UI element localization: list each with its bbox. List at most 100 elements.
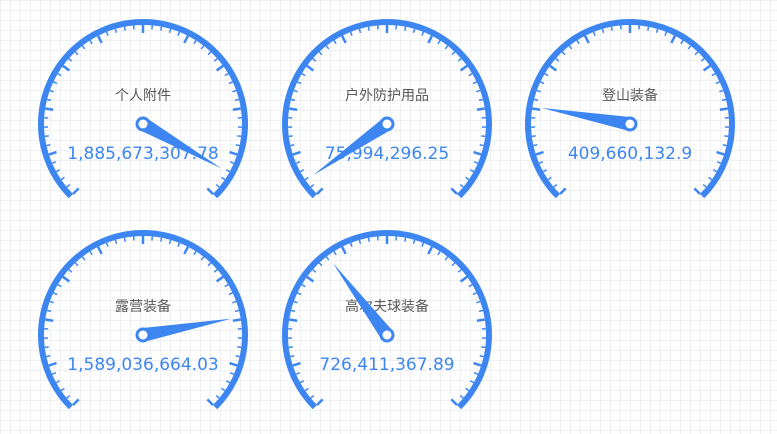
- minor-tick: [476, 89, 481, 93]
- minor-tick: [290, 98, 296, 102]
- minor-tick: [237, 135, 242, 138]
- minor-tick: [333, 251, 337, 256]
- minor-tick: [547, 176, 552, 181]
- major-tick: [549, 64, 558, 72]
- minor-tick: [46, 309, 52, 313]
- minor-tick: [89, 40, 93, 45]
- minor-tick: [437, 251, 441, 256]
- gauge-pointer: [541, 107, 632, 131]
- minor-tick: [44, 346, 49, 349]
- minor-tick: [468, 72, 473, 77]
- minor-tick: [459, 183, 464, 188]
- minor-tick: [421, 31, 425, 36]
- gauge-arc: [525, 19, 735, 199]
- gauge-4: 露营装备 1,589,036,664.03: [38, 230, 248, 410]
- minor-tick: [168, 28, 172, 33]
- minor-tick: [229, 372, 235, 376]
- minor-tick: [105, 31, 109, 36]
- gauge-pointer: [141, 318, 232, 342]
- minor-tick: [228, 292, 233, 296]
- major-tick: [316, 187, 324, 195]
- minor-tick: [297, 292, 302, 296]
- major-tick: [702, 64, 711, 72]
- major-tick: [316, 398, 324, 406]
- minor-tick: [299, 169, 305, 173]
- major-tick: [427, 246, 434, 255]
- major-tick: [48, 150, 57, 156]
- minor-tick: [225, 169, 231, 173]
- minor-tick: [55, 380, 61, 384]
- gauge-pointer: [332, 263, 393, 340]
- minor-tick: [293, 89, 298, 93]
- minor-tick: [213, 268, 218, 273]
- gauge-name: 个人附件: [115, 88, 171, 104]
- minor-tick: [457, 268, 462, 273]
- minor-tick: [215, 183, 220, 188]
- minor-tick: [465, 176, 470, 181]
- major-tick: [476, 318, 485, 322]
- minor-tick: [349, 31, 353, 36]
- minor-tick: [451, 51, 456, 56]
- gauge-arc: [282, 19, 492, 199]
- major-tick: [72, 398, 80, 406]
- major-tick: [96, 246, 103, 255]
- minor-tick: [234, 98, 240, 102]
- minor-tick: [81, 45, 86, 50]
- gauge-name: 登山装备: [602, 87, 658, 104]
- major-tick: [473, 361, 482, 367]
- minor-tick: [468, 283, 473, 288]
- minor-tick: [481, 135, 486, 138]
- minor-tick: [459, 394, 464, 399]
- minor-tick: [542, 169, 548, 173]
- minor-tick: [60, 387, 65, 392]
- minor-tick: [168, 239, 172, 244]
- minor-tick: [553, 183, 558, 188]
- minor-tick: [207, 262, 212, 267]
- pointer-cap-inner: [382, 330, 392, 340]
- gauge-arc: [38, 19, 248, 199]
- minor-tick: [295, 372, 301, 376]
- major-tick: [340, 246, 347, 255]
- gauge-value: 726,411,367.89: [319, 355, 454, 375]
- minor-tick: [479, 143, 484, 147]
- major-tick: [306, 64, 315, 72]
- minor-tick: [312, 268, 317, 273]
- minor-tick: [325, 45, 330, 50]
- minor-tick: [53, 81, 58, 85]
- major-tick: [232, 318, 241, 322]
- minor-tick: [57, 72, 62, 77]
- major-tick: [670, 35, 677, 44]
- minor-tick: [712, 169, 718, 173]
- minor-tick: [224, 283, 229, 288]
- minor-tick: [708, 176, 713, 181]
- pointer-cap-inner: [382, 119, 392, 129]
- minor-tick: [221, 387, 226, 392]
- major-tick: [215, 275, 224, 283]
- major-tick: [45, 318, 54, 322]
- minor-tick: [318, 51, 323, 56]
- minor-tick: [647, 26, 650, 31]
- minor-tick: [235, 354, 240, 358]
- minor-tick: [51, 161, 57, 165]
- minor-tick: [444, 256, 449, 261]
- minor-tick: [610, 26, 613, 31]
- gauge-arc: [38, 230, 248, 410]
- major-tick: [450, 398, 458, 406]
- minor-tick: [304, 387, 309, 392]
- minor-tick: [66, 183, 71, 188]
- minor-tick: [44, 135, 49, 138]
- major-tick: [96, 35, 103, 44]
- major-tick: [215, 64, 224, 72]
- minor-tick: [68, 268, 73, 273]
- minor-tick: [301, 72, 306, 77]
- minor-tick: [304, 176, 309, 181]
- gauge-value: 409,660,132.9: [568, 144, 692, 164]
- minor-tick: [412, 28, 416, 33]
- major-tick: [72, 187, 80, 195]
- minor-tick: [290, 143, 295, 147]
- minor-tick: [544, 72, 549, 77]
- major-tick: [583, 35, 590, 44]
- minor-tick: [404, 26, 407, 31]
- major-tick: [229, 150, 238, 156]
